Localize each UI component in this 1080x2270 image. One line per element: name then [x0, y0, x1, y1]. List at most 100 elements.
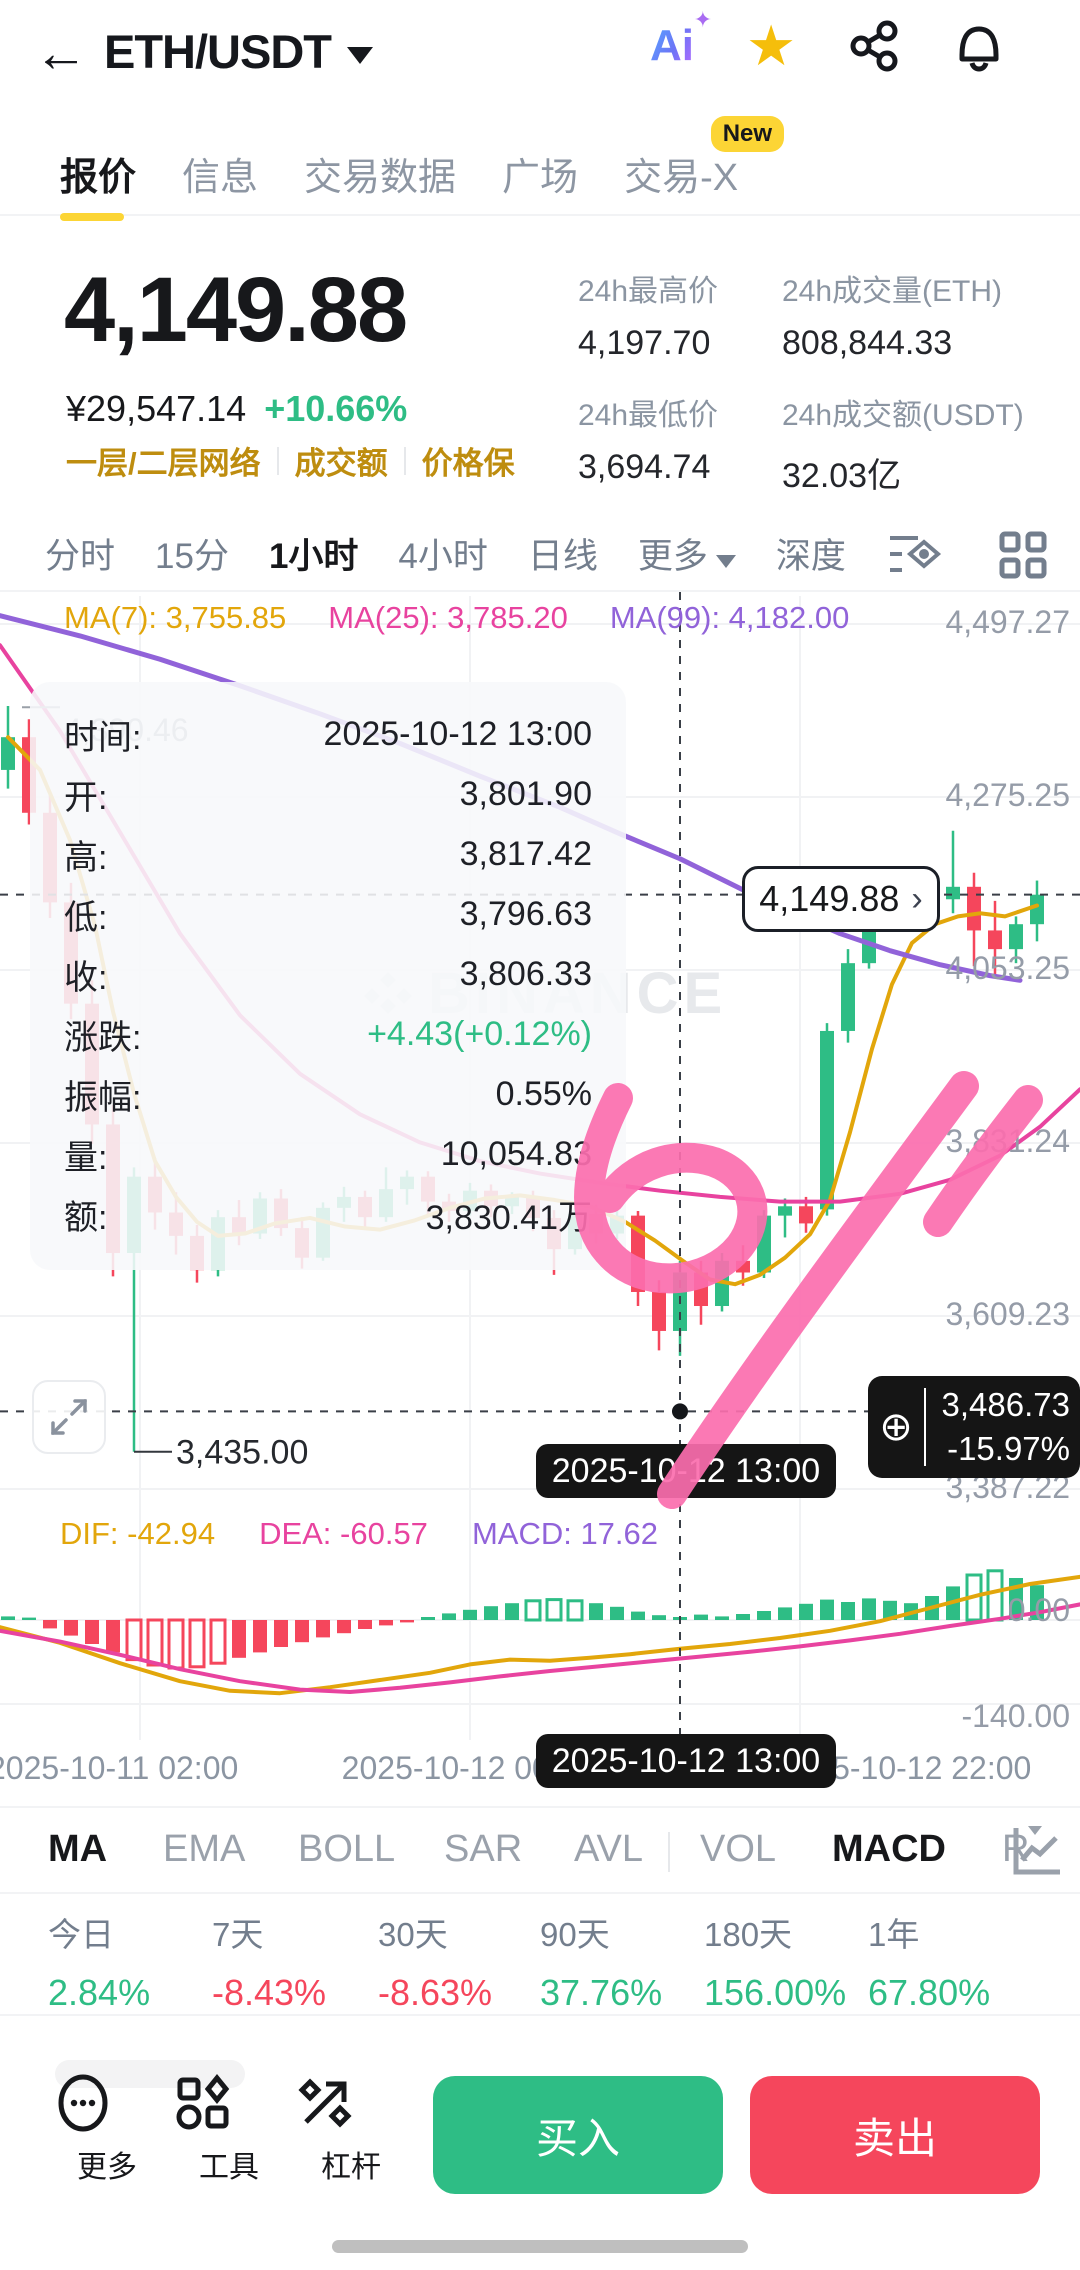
change-percent: +10.66%	[264, 388, 408, 429]
layout-grid-icon[interactable]	[998, 530, 1048, 580]
perf-col-0: 今日 2.84%	[48, 1908, 208, 2014]
perf-value: 37.76%	[540, 1972, 663, 2013]
divider	[0, 590, 1080, 592]
indicator-tab-macd[interactable]: MACD	[832, 1828, 946, 1870]
perf-label: 180天	[704, 1916, 793, 1953]
nav-tab-3[interactable]: 广场	[502, 157, 579, 199]
last-price: 4,149.88	[64, 259, 408, 361]
chevron-down-icon	[715, 555, 736, 568]
price-axis-label: 4,497.27	[945, 604, 1070, 640]
perf-label: 今日	[48, 1916, 114, 1953]
back-button[interactable]: ←	[34, 23, 88, 83]
divider	[276, 446, 279, 475]
divider	[0, 214, 1080, 216]
tag-0[interactable]: 一层/二层网络	[66, 446, 261, 481]
page-title: ETH/USDT	[104, 25, 332, 78]
indicator-tab-boll[interactable]: BOLL	[298, 1828, 396, 1870]
stat-0: 24h最高价 4,197.70	[578, 266, 878, 363]
divider	[0, 1892, 1080, 1894]
nav-tab-0[interactable]: 报价	[60, 146, 136, 221]
buy-button[interactable]: 买入	[433, 2076, 723, 2194]
ma-label-0: MA(7): 3,755.85	[64, 600, 287, 635]
indicator-tab-ema[interactable]: EMA	[163, 1828, 246, 1870]
notification-bell-icon[interactable]	[952, 19, 1006, 73]
ma-label-2: MA(99): 4,182.00	[609, 600, 850, 635]
leverage-arrow-icon	[298, 2078, 352, 2128]
price-axis-label: 3,831.24	[945, 1123, 1070, 1159]
tooltip-row-4: 收: 3,806.33	[64, 954, 592, 997]
ohlc-tooltip: 时间: 2025-10-12 13:00 开: 3,801.90 高: 3,817.42 低…	[30, 682, 626, 1270]
timeframe-15分[interactable]: 15分	[155, 537, 229, 576]
indicator-tab-r[interactable]: R	[1002, 1828, 1030, 1870]
timeframe-tabs: 分时 15分 1小时 4小时 日线 更多 深度	[45, 528, 846, 579]
perf-label: 30天	[378, 1916, 448, 1953]
tools-action[interactable]: 工具	[174, 2074, 284, 2186]
symbol-selector[interactable]: ETH/USDT	[104, 24, 373, 79]
token-tags[interactable]: 一层/二层网络 成交额 价格保	[66, 438, 515, 483]
perf-value: -8.63%	[378, 1972, 493, 2013]
tag-1[interactable]: 成交额	[294, 446, 388, 481]
tooltip-row-2: 高: 3,817.42	[64, 834, 592, 877]
share-icon[interactable]	[848, 20, 900, 72]
tooltip-row-7: 量: 10,054.83	[64, 1134, 592, 1177]
timeframe-日线[interactable]: 日线	[527, 537, 598, 576]
stat-value: 3,694.74	[578, 448, 711, 486]
stat-1: 24h成交量(ETH) 808,844.33	[782, 266, 1080, 363]
favorite-star-icon[interactable]: ★	[746, 14, 797, 77]
timeframe-more[interactable]: 更多	[638, 528, 736, 579]
x-axis-label: 2025-10-11 02:00	[0, 1750, 239, 1786]
nav-tab-1[interactable]: 信息	[182, 157, 259, 199]
tooltip-row-6: 振幅: 0.55%	[64, 1074, 592, 1117]
fullscreen-expand-button[interactable]	[32, 1380, 106, 1454]
tag-2[interactable]: 价格保	[421, 446, 515, 481]
timeframe-分时[interactable]: 分时	[45, 537, 116, 576]
add-alert-icon[interactable]: ⊕	[879, 1405, 913, 1449]
current-price-pill[interactable]: 4,149.88 ›	[742, 866, 940, 932]
perf-value: 67.80%	[868, 1972, 991, 2013]
macd-legend: DIF: -42.94 DEA: -60.57 MACD: 17.62	[60, 1516, 658, 1552]
home-indicator	[332, 2240, 748, 2253]
ma-legend: MA(7): 3,755.85 MA(25): 3,785.20 MA(99): 4…	[64, 600, 849, 636]
stat-label: 24h最低价	[578, 399, 719, 432]
perf-value: -8.43%	[212, 1972, 327, 2013]
nav-tab-2[interactable]: 交易数据	[304, 157, 457, 199]
indicator-settings-icon[interactable]	[888, 530, 942, 580]
chevron-down-icon	[347, 47, 373, 64]
nav-tab-4[interactable]: 交易-X New	[624, 116, 785, 221]
stat-label: 24h成交量(ETH)	[782, 275, 1003, 308]
stat-value: 808,844.33	[782, 324, 953, 362]
svg-text:3,435.00: 3,435.00	[176, 1434, 308, 1472]
divider	[0, 1806, 1080, 1808]
fiat-price: ¥29,547.14	[66, 388, 247, 429]
macd-label-2: MACD: 17.62	[471, 1516, 659, 1551]
tooltip-row-3: 低: 3,796.63	[64, 894, 592, 937]
crosshair-price-values: 3,486.73 -15.97%	[941, 1386, 1070, 1467]
timeframe-1小时[interactable]: 1小时	[268, 537, 359, 576]
indicator-tab-sar[interactable]: SAR	[444, 1828, 523, 1870]
price-axis-label: 4,053.25	[945, 950, 1070, 986]
indicator-chart-icon[interactable]	[1008, 1822, 1066, 1880]
timeframe-4小时[interactable]: 4小时	[398, 537, 488, 576]
stat-value: 4,197.70	[578, 324, 711, 362]
indicator-tab-vol[interactable]: VOL	[700, 1828, 777, 1870]
leverage-action[interactable]: 杠杆	[296, 2074, 406, 2186]
ai-assistant-icon[interactable]: Ai ✦	[650, 7, 712, 70]
perf-label: 1年	[868, 1916, 920, 1953]
perf-value: 156.00%	[704, 1972, 847, 2013]
macd-label-0: DIF: -42.94	[60, 1516, 216, 1551]
more-ellipsis-icon	[58, 2074, 108, 2132]
more-action[interactable]: 更多	[52, 2074, 162, 2186]
perf-col-5: 1年 67.80%	[868, 1908, 1028, 2014]
crosshair-price-box[interactable]: ⊕ 3,486.73 -15.97%	[868, 1376, 1080, 1478]
chevron-right-icon: ›	[911, 879, 923, 918]
sell-button[interactable]: 卖出	[750, 2076, 1040, 2194]
indicator-tabs: MA EMA BOLL SAR AVL VOL MACD R	[0, 1826, 1080, 1890]
tooltip-row-5: 涨跌: +4.43(+0.12%)	[64, 1014, 592, 1057]
tab-depth[interactable]: 深度	[775, 537, 846, 576]
current-price-pill-value: 4,149.88	[759, 878, 900, 919]
indicator-tab-ma[interactable]: MA	[48, 1828, 108, 1870]
perf-col-4: 180天 156.00%	[704, 1908, 864, 2014]
stat-3: 24h成交额(USDT) 32.03亿	[782, 390, 1080, 497]
indicator-tab-avl[interactable]: AVL	[574, 1828, 644, 1870]
tooltip-row-0: 时间: 2025-10-12 13:00	[64, 714, 592, 757]
